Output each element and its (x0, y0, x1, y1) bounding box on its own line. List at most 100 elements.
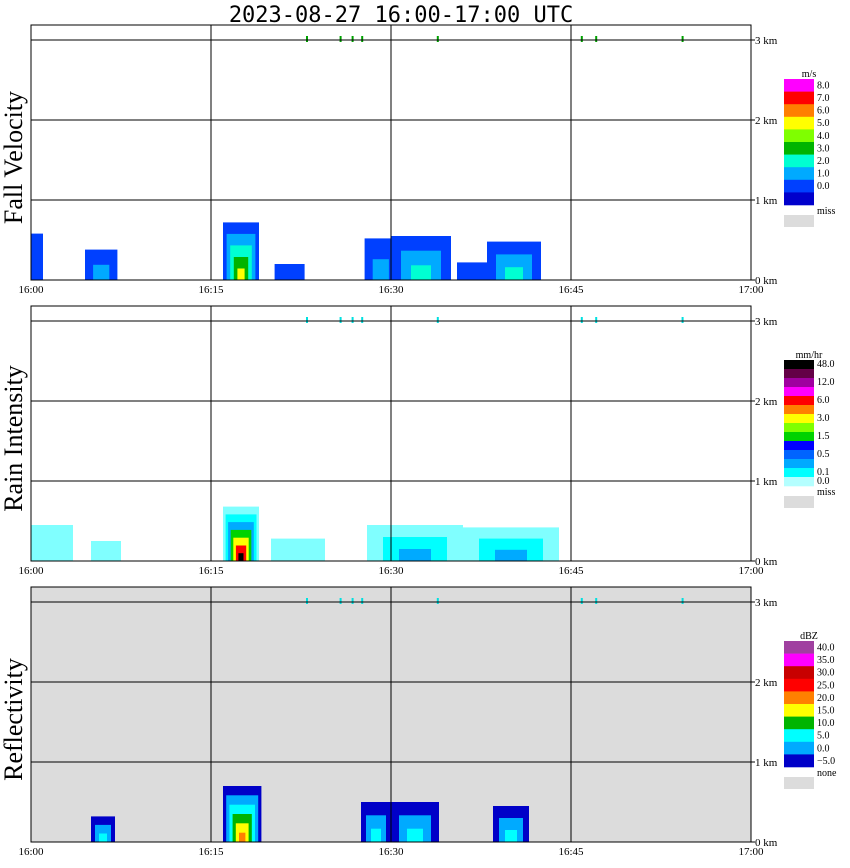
y-tick-label: 3 km (755, 597, 778, 609)
x-tick-label: 16:30 (378, 565, 404, 577)
y-axis-label: Rain Intensity (0, 365, 28, 512)
legend-label: 25.0 (817, 680, 835, 691)
legend-swatch (784, 142, 814, 155)
x-tick-label: 16:45 (558, 284, 584, 296)
legend-label: 5.0 (817, 731, 830, 742)
legend-swatch (784, 754, 814, 768)
top-echo-mark (351, 36, 354, 42)
legend-label: 4.0 (817, 131, 830, 142)
legend-label: 8.0 (817, 81, 830, 92)
x-tick-label: 16:30 (378, 846, 404, 858)
top-echo-mark (595, 598, 598, 604)
legend-swatch (784, 729, 814, 743)
legend-miss-swatch (784, 777, 814, 789)
legend-miss-label: miss (817, 487, 835, 498)
x-tick-label: 16:00 (18, 565, 44, 577)
top-echo-mark (339, 36, 342, 42)
echo-cell (457, 262, 493, 280)
y-tick-label: 3 km (755, 316, 778, 328)
top-echo-mark (580, 598, 583, 604)
legend-swatch (784, 396, 814, 406)
panels-group: 0 km 1 km 2 km 3 km 16:00 16:15 16:30 16:45 17:0… (0, 24, 837, 858)
echo-cell (271, 538, 325, 561)
legend-unit: m/s (802, 69, 817, 80)
legend-swatch (784, 468, 814, 478)
top-echo-mark (339, 317, 342, 323)
plot-frame (30, 586, 752, 843)
y-tick-label: 2 km (755, 677, 778, 689)
legend-unit: dBZ (800, 631, 818, 642)
legend-swatch (784, 179, 814, 193)
y-axis-label: Reflectivity (0, 658, 28, 781)
legend-label: 20.0 (817, 693, 835, 704)
legend-label: 3.0 (817, 143, 830, 154)
echo-cell (31, 525, 73, 561)
panel-1: 0 km 1 km 2 km 3 km 16:00 16:15 16:30 16:45 17:0… (0, 24, 835, 296)
panel-2: 0 km 1 km 2 km 3 km 16:00 16:15 16:30 16:45 17:0… (0, 305, 835, 577)
echo-cell (239, 832, 246, 842)
top-echo-mark (580, 317, 583, 323)
y-tick-label: 2 km (755, 115, 778, 127)
legend-swatch (784, 91, 814, 105)
legend-label: −5.0 (817, 756, 835, 767)
legend-swatch (784, 716, 814, 730)
echo-cell (505, 267, 523, 280)
echo-cell (372, 259, 389, 280)
y-tick-label: 0 km (755, 556, 778, 568)
legend-swatch (784, 441, 814, 451)
legend-label: 1.5 (817, 431, 830, 442)
echo-cell (238, 553, 244, 561)
legend-swatch (784, 423, 814, 433)
legend-swatch (784, 405, 814, 415)
x-tick-label: 17:00 (738, 846, 764, 858)
x-tick-label: 16:15 (198, 846, 224, 858)
legend-swatch (784, 666, 814, 680)
top-echo-mark (436, 36, 439, 42)
echo-cell (91, 541, 121, 561)
top-echo-mark (681, 598, 684, 604)
legend-swatch (784, 378, 814, 388)
legend-swatch (784, 704, 814, 717)
legend-miss-label: miss (817, 206, 835, 217)
legend-swatch (784, 414, 814, 424)
top-echo-mark (306, 36, 308, 42)
legend-swatch (784, 459, 814, 469)
y-tick-label: 1 km (755, 195, 778, 207)
top-echo-mark (361, 36, 364, 42)
legend-swatch (784, 129, 814, 143)
legend-label: 30.0 (817, 668, 835, 679)
legend-label: 0.1 (817, 467, 830, 478)
legend-label: 6.0 (817, 395, 830, 406)
x-tick-label: 16:30 (378, 284, 404, 296)
top-echo-mark (681, 317, 684, 323)
y-tick-label: 1 km (755, 757, 778, 769)
echo-cell (399, 549, 431, 561)
legend-label: 0.5 (817, 449, 830, 460)
legend-label: 15.0 (817, 706, 835, 717)
y-tick-label: 2 km (755, 396, 778, 408)
echo-cell (99, 833, 107, 842)
legend-swatch (784, 678, 814, 692)
echo-cell (237, 268, 245, 280)
legend-miss-swatch (784, 496, 814, 508)
legend-label: 1.0 (817, 169, 830, 180)
legend-swatch (784, 741, 814, 755)
top-echo-mark (306, 598, 308, 604)
top-echo-mark (351, 598, 354, 604)
legend-swatch (784, 653, 814, 667)
x-tick-label: 16:00 (18, 284, 44, 296)
y-tick-label: 1 km (755, 476, 778, 488)
legend-swatch (784, 104, 814, 118)
top-echo-mark (681, 36, 684, 42)
y-tick-label: 0 km (755, 275, 778, 287)
x-tick-label: 17:00 (738, 284, 764, 296)
legend-swatch (784, 79, 814, 92)
top-echo-mark (351, 317, 354, 323)
top-echo-mark (339, 598, 342, 604)
legend-label: 48.0 (817, 359, 835, 370)
plot-frame (30, 24, 752, 281)
legend-label: 7.0 (817, 93, 830, 104)
x-tick-label: 16:00 (18, 846, 44, 858)
y-tick-label: 3 km (755, 35, 778, 47)
